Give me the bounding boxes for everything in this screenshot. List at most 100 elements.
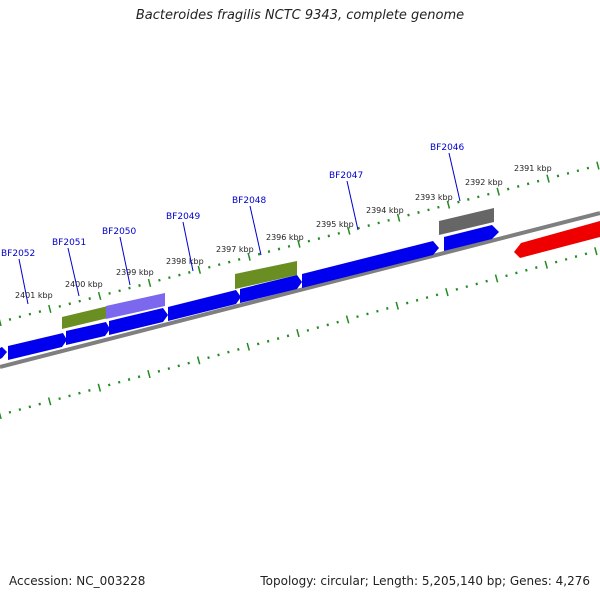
minor-tick bbox=[487, 192, 490, 196]
feature-olive[interactable] bbox=[235, 261, 297, 289]
minor-tick bbox=[535, 266, 538, 269]
cds-arrow[interactable] bbox=[240, 275, 302, 303]
minor-tick bbox=[107, 383, 111, 387]
rna-arrow[interactable] bbox=[514, 221, 600, 258]
scale-label: 2395 kbp bbox=[316, 220, 354, 229]
cds-arrow[interactable] bbox=[168, 290, 241, 321]
minor-tick bbox=[457, 200, 460, 204]
topology-label: Topology: circular; Length: 5,205,140 bp… bbox=[260, 574, 590, 588]
cds-arrow[interactable] bbox=[66, 322, 110, 345]
minor-tick bbox=[88, 389, 91, 392]
minor-tick bbox=[118, 289, 121, 293]
gene-leader-line bbox=[346, 180, 359, 231]
minor-tick bbox=[455, 287, 459, 291]
feature-olive[interactable] bbox=[62, 306, 108, 329]
minor-tick bbox=[267, 250, 271, 254]
accession-label: Accession: NC_003228 bbox=[9, 574, 146, 588]
minor-tick bbox=[437, 205, 440, 209]
minor-tick bbox=[427, 208, 430, 212]
minor-tick bbox=[407, 213, 410, 217]
major-tick bbox=[147, 278, 152, 287]
scale-label: 2401 kbp bbox=[15, 291, 53, 300]
minor-tick bbox=[566, 171, 570, 175]
minor-tick bbox=[386, 307, 389, 310]
minor-tick bbox=[574, 255, 578, 259]
minor-tick bbox=[556, 174, 560, 178]
cds-arrow[interactable] bbox=[444, 225, 499, 251]
gene-leader-line bbox=[18, 258, 29, 305]
gene-label-bf2047[interactable]: BF2047 bbox=[329, 171, 363, 181]
minor-tick bbox=[377, 221, 380, 225]
major-tick bbox=[596, 161, 600, 170]
genome-backbone bbox=[0, 211, 600, 369]
minor-tick bbox=[157, 369, 161, 373]
minor-tick bbox=[425, 296, 429, 299]
minor-tick bbox=[525, 268, 528, 272]
gene-label-bf2050[interactable]: BF2050 bbox=[102, 227, 137, 237]
scale-label: 2394 kbp bbox=[366, 206, 404, 215]
feature-grey[interactable] bbox=[439, 208, 494, 235]
minor-tick bbox=[266, 339, 270, 343]
minor-tick bbox=[207, 356, 210, 360]
minor-tick bbox=[417, 211, 420, 214]
cds-arrow[interactable] bbox=[0, 347, 7, 359]
minor-tick bbox=[586, 166, 590, 170]
minor-tick bbox=[108, 291, 111, 295]
major-tick bbox=[47, 397, 52, 406]
minor-tick bbox=[367, 224, 370, 227]
cds-arrow[interactable] bbox=[109, 308, 168, 335]
major-tick bbox=[0, 412, 2, 420]
minor-tick bbox=[327, 234, 331, 238]
minor-tick bbox=[387, 218, 390, 222]
minor-tick bbox=[257, 252, 261, 256]
major-tick bbox=[247, 252, 251, 261]
major-tick bbox=[0, 318, 2, 327]
minor-tick bbox=[326, 323, 330, 327]
gene-label-bf2052[interactable]: BF2052 bbox=[1, 249, 35, 259]
cds-arrow[interactable] bbox=[8, 333, 67, 360]
minor-tick bbox=[188, 271, 191, 274]
minor-tick bbox=[415, 298, 419, 302]
feature-purple[interactable] bbox=[106, 293, 165, 319]
minor-tick bbox=[167, 367, 171, 370]
minor-tick bbox=[485, 279, 488, 283]
minor-tick bbox=[536, 179, 540, 183]
minor-tick bbox=[8, 410, 12, 414]
major-tick bbox=[345, 315, 350, 324]
major-tick bbox=[147, 370, 151, 379]
minor-tick bbox=[138, 284, 141, 287]
minor-tick bbox=[306, 328, 310, 332]
minor-tick bbox=[505, 274, 508, 278]
minor-tick bbox=[356, 315, 359, 319]
gene-label-bf2049[interactable]: BF2049 bbox=[166, 212, 201, 222]
minor-tick bbox=[516, 185, 520, 188]
minor-tick bbox=[286, 334, 290, 338]
feature-layer bbox=[0, 208, 600, 360]
major-tick bbox=[395, 301, 400, 310]
scale-label: 2398 kbp bbox=[166, 257, 204, 266]
scale-label: 2397 kbp bbox=[216, 245, 254, 254]
scale-label: 2399 kbp bbox=[116, 268, 154, 277]
minor-tick bbox=[316, 326, 320, 330]
minor-tick bbox=[168, 276, 171, 280]
major-tick bbox=[197, 265, 202, 274]
cds-arrow[interactable] bbox=[302, 241, 439, 288]
gene-label-bf2048[interactable]: BF2048 bbox=[232, 196, 267, 206]
minor-tick bbox=[208, 265, 211, 269]
minor-tick bbox=[68, 302, 72, 306]
minor-tick bbox=[78, 391, 81, 395]
minor-tick bbox=[38, 402, 41, 406]
minor-tick bbox=[227, 350, 230, 354]
minor-tick bbox=[277, 247, 281, 251]
minor-tick bbox=[256, 342, 260, 346]
minor-tick bbox=[8, 317, 12, 321]
gene-label-bf2046[interactable]: BF2046 bbox=[430, 143, 465, 153]
minor-tick bbox=[237, 348, 240, 351]
gene-leader-line bbox=[182, 221, 194, 272]
gene-leader-line bbox=[249, 205, 262, 256]
minor-tick bbox=[467, 198, 470, 201]
minor-tick bbox=[28, 312, 32, 316]
minor-tick bbox=[337, 231, 341, 235]
gene-label-bf2051[interactable]: BF2051 bbox=[52, 238, 86, 248]
minor-tick bbox=[187, 361, 190, 365]
